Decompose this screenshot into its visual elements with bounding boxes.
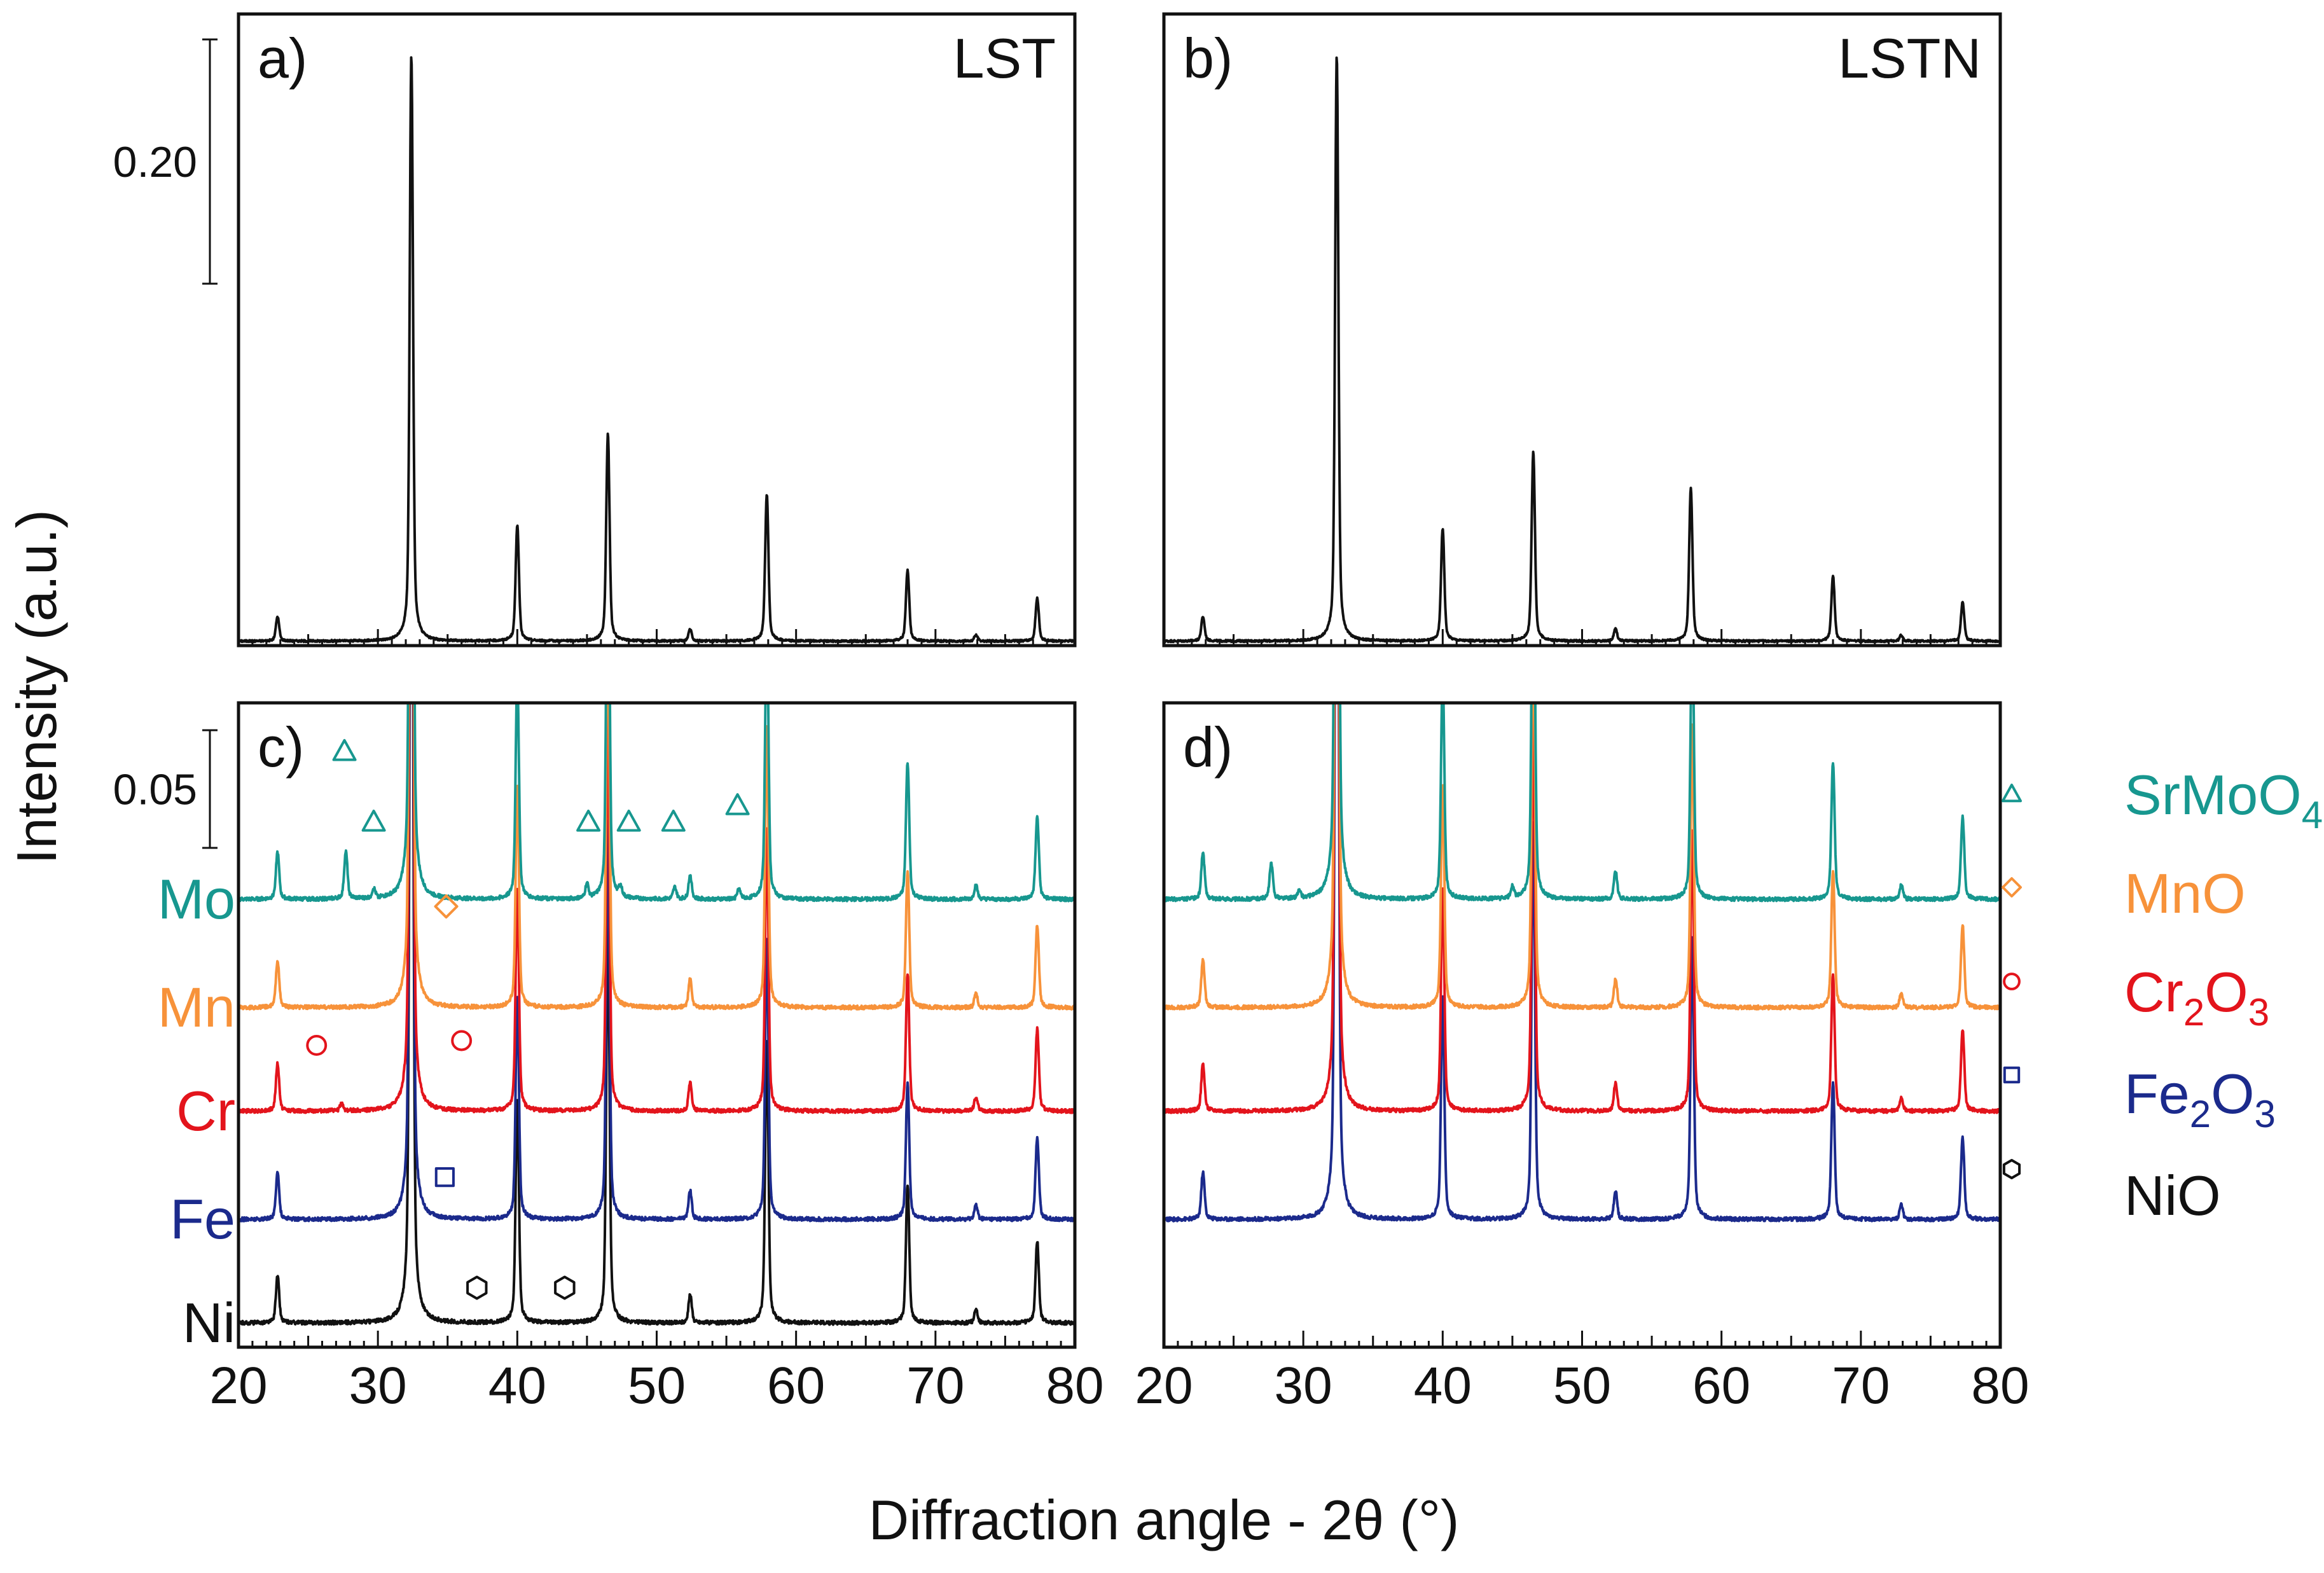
x-tick-label: 50: [628, 1357, 686, 1415]
x-tick-label: 60: [767, 1357, 825, 1415]
panel-c: 20 30 40 50 60 70 80 c) 0.05 Ni Fe Cr Mn Mo: [113, 701, 1104, 1415]
panel-label: c): [258, 716, 304, 779]
x-tick-label: 80: [1971, 1357, 2029, 1415]
legend-label: Fe2O3: [2124, 1062, 2276, 1135]
series-label-cr: Cr: [176, 1079, 235, 1142]
series-label-mn: Mn: [158, 976, 235, 1039]
legend-item-mno: MnO: [2002, 862, 2246, 925]
series-mn: [1164, 703, 2000, 1011]
series-cr: [239, 703, 1075, 1114]
triangle-marker: [616, 809, 641, 832]
scale-bar: 0.20: [113, 38, 218, 285]
panel-label: b): [1183, 27, 1233, 90]
hexagon-legend-icon: [2002, 1159, 2021, 1179]
circle-legend-icon: [2003, 973, 2021, 990]
panels: a) LST 0.20 b) LSTN 20 30 40 50 60 70 80 c) 0.05 Ni Fe C…: [113, 12, 2030, 1415]
x-tick-label: 80: [1046, 1357, 1103, 1415]
triangle-marker: [661, 809, 686, 832]
series-mo: [239, 703, 1075, 903]
panel-title: LSTN: [1838, 27, 1981, 90]
legend-item-nio: NiO: [2002, 1159, 2221, 1227]
y-axis-label: Intensity (a.u.): [5, 509, 68, 864]
series-fe: [239, 703, 1075, 1223]
legend-item-fe2o3: Fe2O3: [2003, 1062, 2276, 1135]
scale-bar: 0.05: [113, 729, 218, 849]
diamond-marker: [434, 894, 459, 919]
x-tick-label: 70: [1832, 1357, 1890, 1415]
series-mo: [1164, 703, 2000, 903]
panel-title: LST: [953, 27, 1056, 90]
panel-label: a): [258, 27, 307, 90]
plot-frame: [237, 701, 1077, 1349]
scale-bar-label: 0.20: [113, 138, 197, 186]
triangle-marker: [576, 809, 601, 832]
legend-item-srmoo: SrMoO4: [2002, 763, 2323, 836]
panel-d: 20 30 40 50 60 70 80 d): [1135, 701, 2030, 1415]
x-tick-label: 30: [1275, 1357, 1332, 1415]
square-legend-icon: [2003, 1066, 2021, 1084]
triangle-marker: [725, 793, 750, 815]
series-label-mo: Mo: [158, 868, 235, 931]
x-tick-label: 50: [1553, 1357, 1611, 1415]
square-marker: [434, 1167, 455, 1188]
triangle-marker: [361, 809, 386, 832]
x-tick-label: 70: [906, 1357, 964, 1415]
series-label-fe: Fe: [170, 1188, 235, 1251]
legend-item-cr2o3: Cr2O3: [2003, 960, 2269, 1034]
panel-b: b) LSTN: [1162, 12, 2002, 648]
series-pattern: [1164, 56, 2000, 644]
triangle-legend-icon: [2002, 784, 2022, 803]
series-ni: [239, 703, 1075, 1326]
x-tick-label: 20: [209, 1357, 267, 1415]
legend-label: NiO: [2124, 1164, 2221, 1227]
x-tick-label: 40: [1414, 1357, 1472, 1415]
hexagon-marker: [554, 1275, 576, 1300]
triangle-marker: [332, 738, 357, 761]
legend-label: MnO: [2124, 862, 2246, 925]
phase-legend: SrMoO4 MnO Cr2O3 Fe2O3 NiO: [2002, 763, 2323, 1227]
plot-frame: [237, 12, 1077, 648]
series-pattern: [239, 56, 1075, 644]
hexagon-marker: [466, 1275, 488, 1300]
x-tick-label: 60: [1692, 1357, 1750, 1415]
diamond-legend-icon: [2002, 877, 2022, 897]
series-label-ni: Ni: [183, 1291, 235, 1354]
panel-a: a) LST 0.20: [113, 12, 1077, 648]
legend-label: SrMoO4: [2124, 763, 2323, 836]
x-axis-label: Diffraction angle - 2θ (°): [869, 1488, 1460, 1551]
x-tick-label: 20: [1135, 1357, 1193, 1415]
series-mn: [239, 703, 1075, 1011]
x-tick-label: 30: [349, 1357, 407, 1415]
scale-bar-label: 0.05: [113, 766, 197, 814]
circle-marker: [451, 1030, 473, 1051]
plot-frame: [1162, 12, 2002, 648]
legend-label: Cr2O3: [2124, 960, 2269, 1034]
series-fe: [1164, 703, 2000, 1223]
panel-label: d): [1183, 716, 1233, 779]
series-cr: [1164, 703, 2000, 1114]
plot-frame: [1162, 701, 2002, 1349]
x-tick-label: 40: [488, 1357, 546, 1415]
circle-marker: [306, 1034, 328, 1056]
